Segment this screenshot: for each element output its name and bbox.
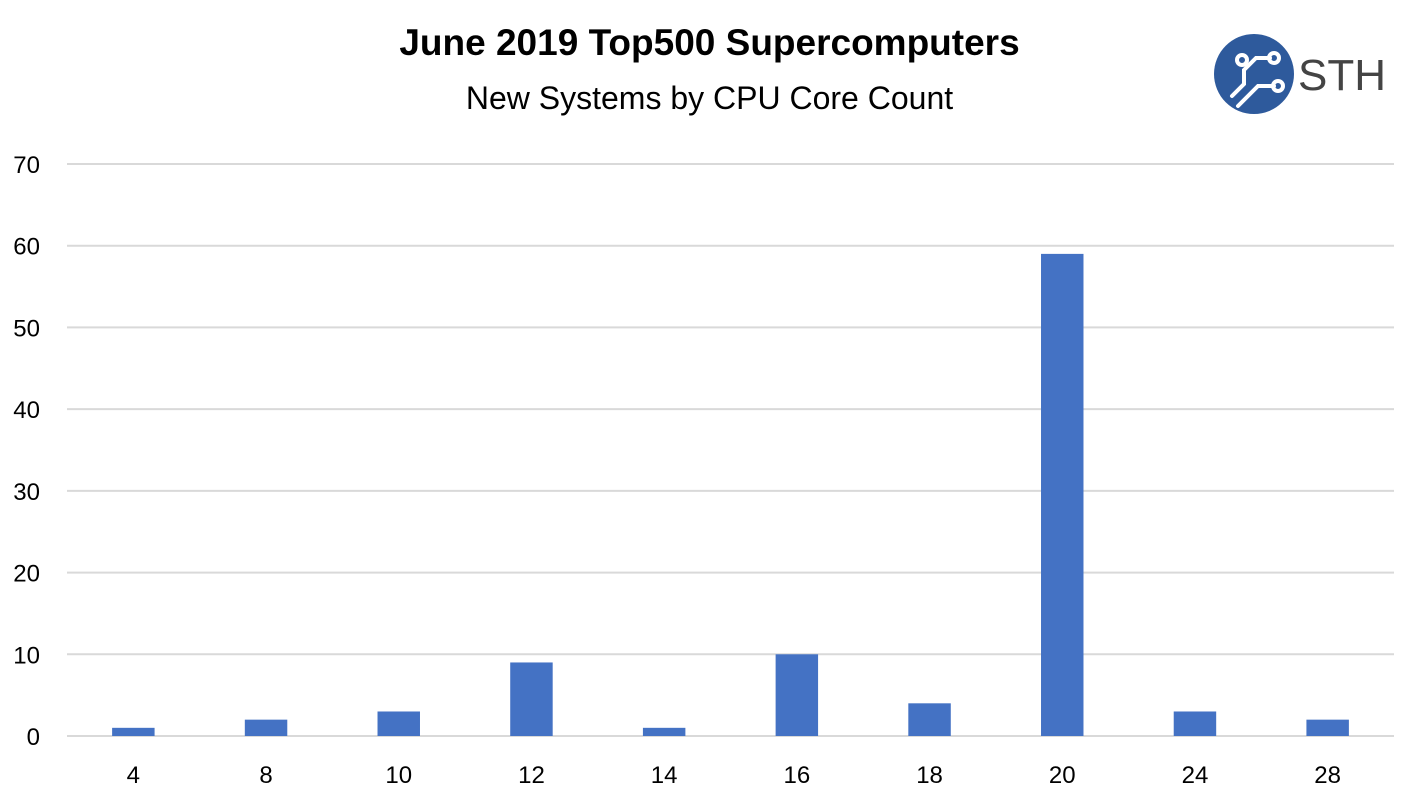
- bar-4: [112, 727, 155, 736]
- bar-24: [1173, 711, 1217, 736]
- x-tick-label: 28: [1314, 762, 1341, 789]
- y-axis-tick-labels: 0 10 20 30 40 50 60 70: [13, 152, 40, 751]
- x-tick-label: 16: [783, 762, 810, 789]
- bar-18: [908, 703, 951, 736]
- gridlines: [67, 163, 1394, 737]
- chart-title: June 2019 Top500 Supercomputers: [399, 22, 1020, 63]
- y-tick-label: 60: [13, 234, 40, 261]
- x-tick-label: 18: [916, 762, 943, 789]
- y-tick-label: 10: [13, 642, 40, 669]
- x-tick-label: 14: [651, 762, 678, 789]
- x-axis-tick-labels: 4 8 10 12 14 16 18 20 24 28: [127, 762, 1341, 789]
- x-tick-label: 24: [1182, 762, 1209, 789]
- bar-8: [244, 719, 288, 736]
- chart-subtitle: New Systems by CPU Core Count: [465, 80, 954, 116]
- x-tick-label: 10: [385, 762, 412, 789]
- x-tick-label: 8: [259, 762, 272, 789]
- bar-14: [642, 727, 686, 736]
- bar-28: [1306, 719, 1349, 736]
- y-tick-label: 0: [27, 724, 40, 751]
- y-tick-label: 20: [13, 561, 40, 588]
- bar-12: [510, 662, 553, 736]
- x-tick-label: 12: [518, 762, 545, 789]
- y-tick-label: 50: [13, 315, 40, 342]
- bar-10: [377, 711, 420, 736]
- y-tick-label: 30: [13, 479, 40, 506]
- sth-logo: STH: [1214, 34, 1386, 114]
- bars: [112, 253, 1349, 736]
- x-tick-label: 4: [127, 762, 140, 789]
- y-tick-label: 40: [13, 397, 40, 424]
- circuit-icon: [1230, 51, 1285, 108]
- logo-text: STH: [1298, 51, 1386, 100]
- x-tick-label: 20: [1049, 762, 1076, 789]
- y-tick-label: 70: [13, 152, 40, 179]
- bar-20: [1041, 253, 1084, 736]
- bar-16: [775, 654, 819, 736]
